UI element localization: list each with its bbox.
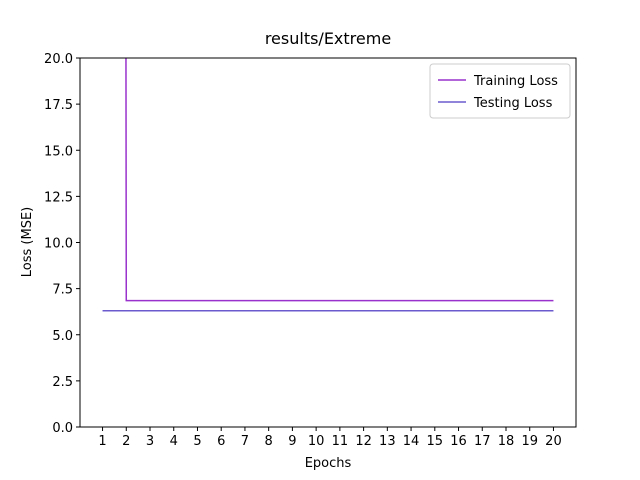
y-tick-label: 15.0	[44, 144, 73, 159]
y-tick-label: 10.0	[44, 237, 73, 252]
x-tick-label: 12	[355, 434, 372, 449]
y-tick-label: 20.0	[44, 52, 73, 67]
x-tick-label: 10	[308, 434, 325, 449]
y-axis-label: Loss (MSE)	[20, 207, 35, 277]
legend-label: Training Loss	[473, 74, 558, 89]
y-tick-label: 0.0	[52, 421, 73, 436]
x-tick-label: 1	[98, 434, 106, 449]
legend-label: Testing Loss	[473, 96, 553, 111]
x-tick-label: 18	[498, 434, 515, 449]
x-tick-label: 19	[521, 434, 538, 449]
x-tick-label: 3	[146, 434, 154, 449]
y-tick-label: 2.5	[52, 375, 73, 390]
x-tick-label: 7	[241, 434, 249, 449]
x-tick-label: 17	[474, 434, 491, 449]
chart-title: results/Extreme	[265, 29, 391, 48]
x-tick-label: 16	[450, 434, 467, 449]
x-tick-label: 14	[403, 434, 420, 449]
x-tick-label: 2	[122, 434, 130, 449]
x-tick-label: 13	[379, 434, 396, 449]
legend-box	[429, 63, 571, 119]
y-tick-label: 7.5	[52, 283, 73, 298]
x-tick-label: 9	[288, 434, 296, 449]
x-tick-label: 4	[170, 434, 178, 449]
x-tick-label: 6	[217, 434, 225, 449]
series-line	[125, 58, 554, 302]
y-tick-label: 12.5	[44, 190, 73, 205]
x-tick-label: 5	[193, 434, 201, 449]
plot-lines	[102, 58, 554, 312]
y-tick-label: 17.5	[44, 98, 73, 113]
x-tick-label: 20	[545, 434, 562, 449]
x-axis-label: Epochs	[305, 456, 352, 471]
x-tick-label: 11	[332, 434, 349, 449]
x-tick-label: 8	[265, 434, 273, 449]
y-tick-label: 5.0	[52, 329, 73, 344]
x-tick-label: 15	[427, 434, 444, 449]
